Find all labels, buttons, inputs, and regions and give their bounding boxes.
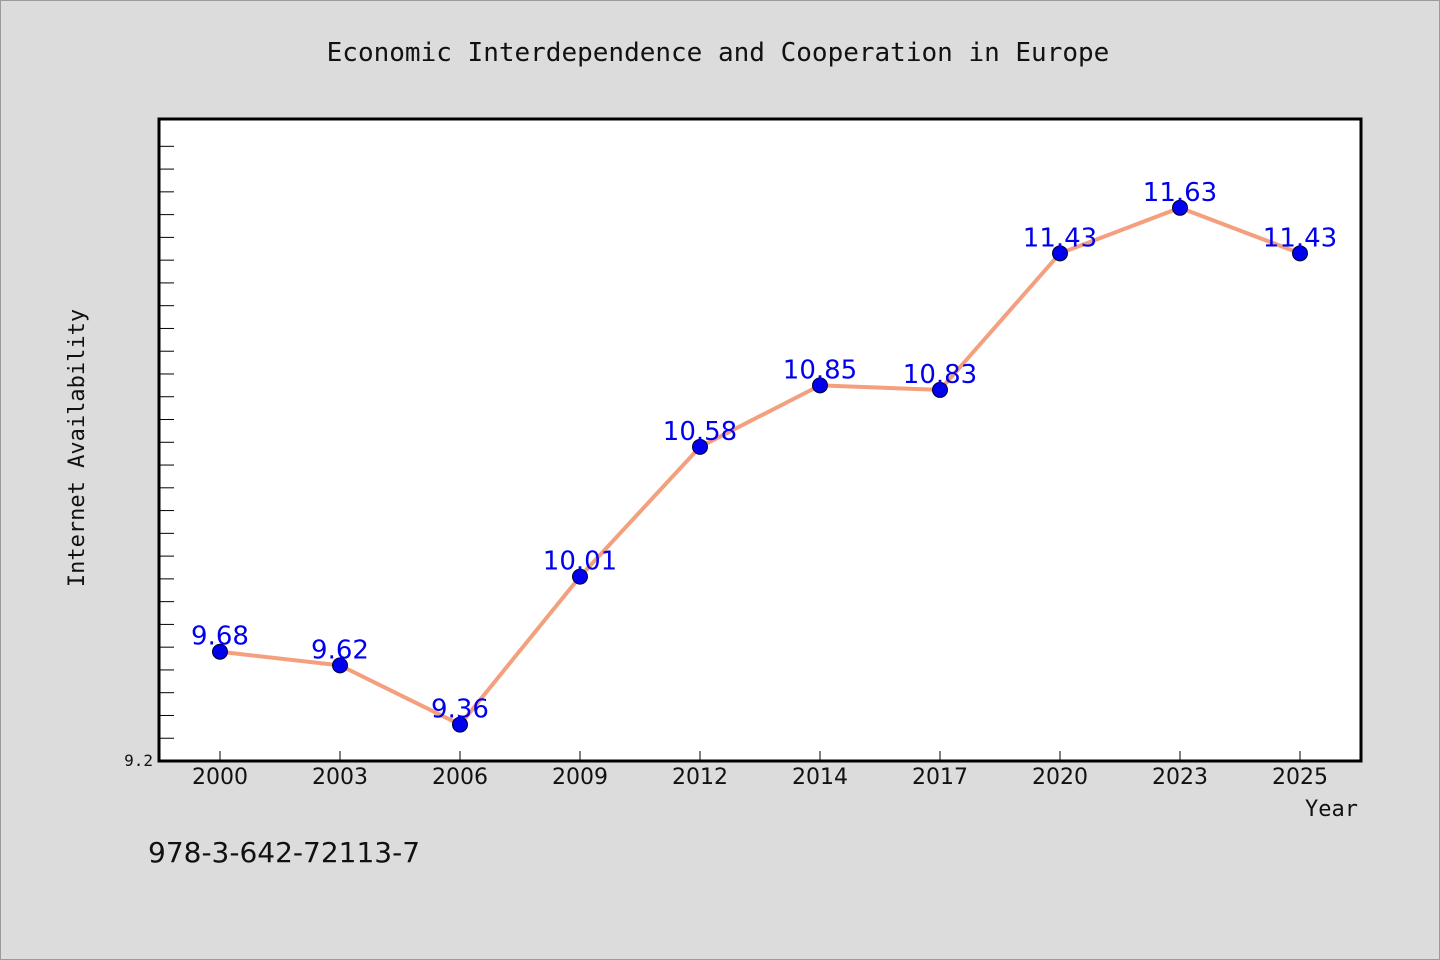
data-point [1172,199,1188,216]
data-label: 9.68 [191,622,249,652]
data-label: 10.58 [663,417,737,447]
data-label: 10.85 [783,355,857,385]
data-point [1292,245,1308,262]
data-label: 10.01 [543,547,617,577]
data-point [332,657,348,674]
data-point [452,716,468,733]
x-tick-label: 2020 [1032,765,1088,790]
data-point [1052,245,1068,262]
data-point [812,377,828,394]
data-label: 11.63 [1143,178,1217,208]
x-axis-label: Year [1305,797,1358,822]
y-axis-label: Internet Availability [65,309,90,587]
data-point [932,381,948,398]
plot-area [157,117,1363,763]
data-label: 9.36 [431,695,489,725]
y-axis-ticks [159,145,174,762]
x-tick-label: 2014 [792,765,848,790]
data-label: 10.83 [903,360,977,390]
x-axis: 2000 2003 2006 2009 2012 2014 2017 2020 2023 2025 [192,751,1328,790]
y-axis-min-label: 9.2 [124,751,153,770]
series-group: 9.68 9.62 9.36 10.01 10.58 10.85 10.83 11.43 11.… [191,178,1337,733]
data-label: 11.43 [1023,223,1097,253]
x-tick-label: 2012 [672,765,728,790]
data-label: 11.43 [1263,223,1337,253]
x-tick-label: 2003 [312,765,368,790]
x-tick-label: 2000 [192,765,248,790]
data-label: 9.62 [311,635,369,665]
x-tick-label: 2023 [1152,765,1208,790]
series-line [218,205,1302,727]
x-tick-label: 2017 [912,765,968,790]
x-tick-label: 2025 [1272,765,1328,790]
data-point [572,568,588,585]
x-tick-label: 2009 [552,765,608,790]
data-point [212,643,228,660]
chart-title: Economic Interdependence and Cooperation… [327,38,1110,68]
data-point [692,438,708,455]
x-tick-label: 2006 [432,765,488,790]
isbn-annotation: 978-3-642-72113-7 [148,836,420,869]
